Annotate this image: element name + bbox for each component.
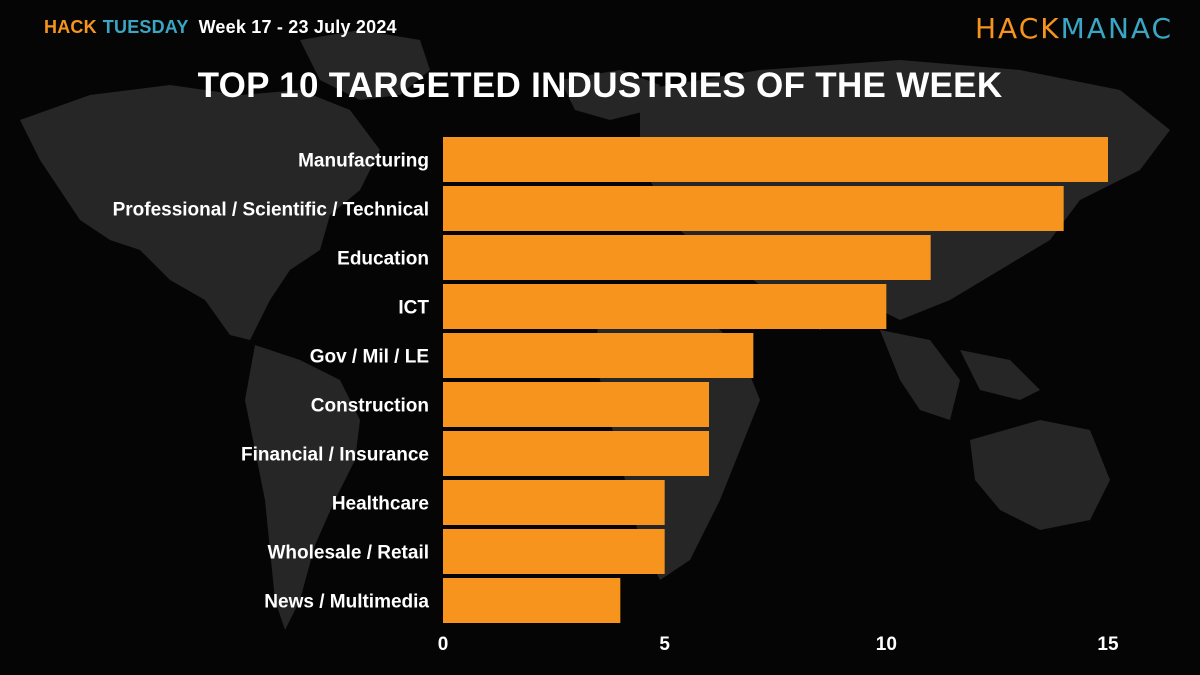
category-label: Education: [337, 249, 429, 270]
brand-hack: HACK: [44, 17, 97, 37]
bar-news-multimedia: [443, 578, 621, 623]
x-tick-label: 15: [1097, 634, 1119, 655]
chart-title: TOP 10 TARGETED INDUSTRIES OF THE WEEK: [197, 66, 1003, 105]
bar-ict: [443, 284, 887, 329]
bar-gov-mil-le: [443, 333, 754, 378]
week-range: Week 17 - 23 July 2024: [198, 17, 397, 37]
category-label: ICT: [398, 298, 429, 319]
category-label: News / Multimedia: [264, 592, 429, 613]
x-tick-label: 5: [659, 634, 670, 655]
x-tick-label: 0: [438, 634, 449, 655]
category-label: Wholesale / Retail: [267, 543, 429, 564]
category-label: Healthcare: [332, 494, 429, 515]
bar-wholesale-retail: [443, 529, 665, 574]
x-tick-label: 10: [876, 634, 897, 655]
bar-healthcare: [443, 480, 665, 525]
bar-manufacturing: [443, 137, 1108, 182]
logo-part-hack: HACK: [975, 12, 1061, 45]
bar-financial-insurance: [443, 431, 709, 476]
brand-tuesday: TUESDAY: [102, 17, 189, 37]
header-bar: HACK TUESDAY Week 17 - 23 July 2024: [44, 17, 397, 38]
logo-part-manac: MANAC: [1060, 12, 1174, 45]
category-label: Construction: [311, 396, 429, 417]
bar-construction: [443, 382, 709, 427]
category-label: Professional / Scientific / Technical: [113, 200, 429, 221]
category-label: Manufacturing: [298, 151, 429, 172]
category-label: Financial / Insurance: [241, 445, 429, 466]
bar-education: [443, 235, 931, 280]
bar-professional-scientific-technical: [443, 186, 1064, 231]
category-label: Gov / Mil / LE: [310, 347, 429, 368]
hackmanac-logo: HACKMANAC: [975, 12, 1173, 45]
